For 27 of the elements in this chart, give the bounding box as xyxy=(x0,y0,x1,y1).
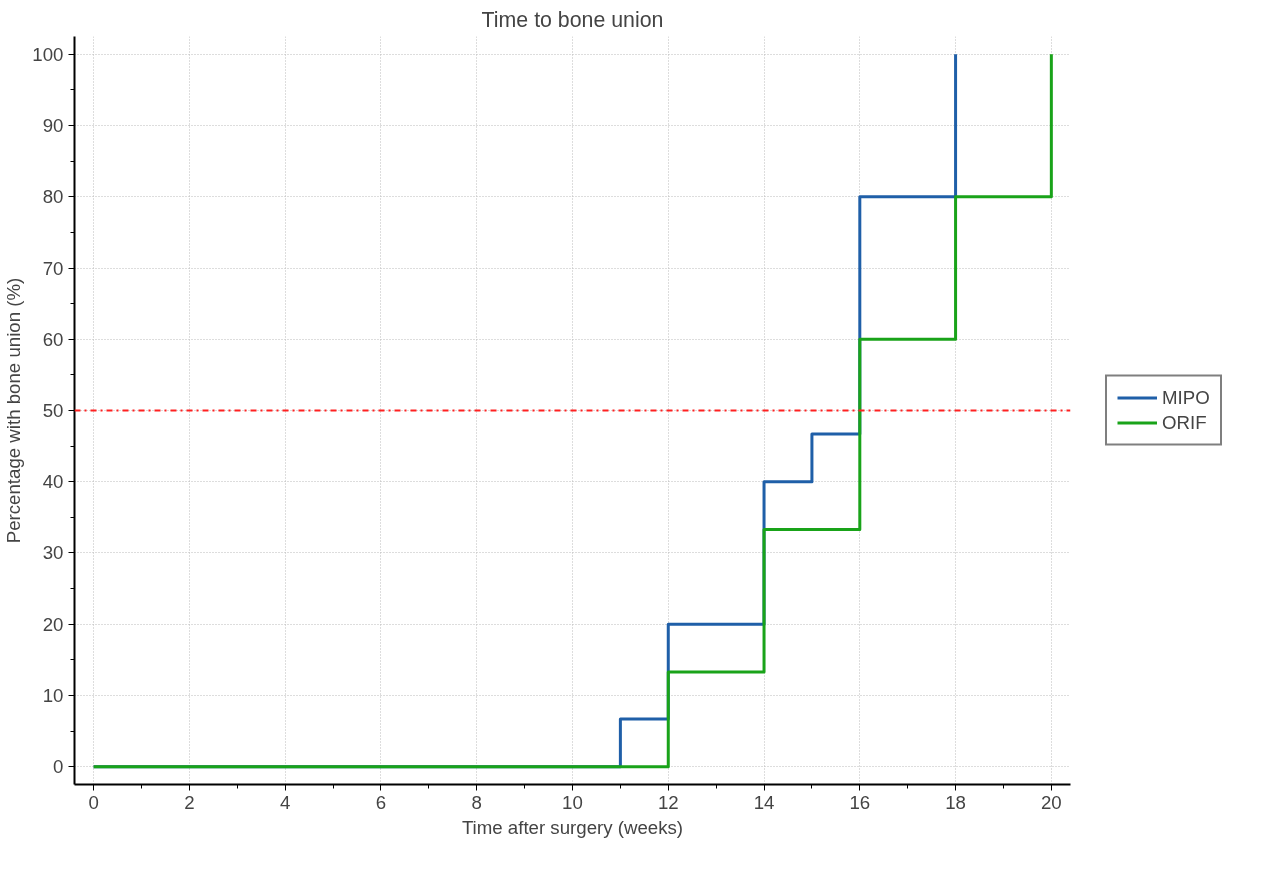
y-tick-label: 20 xyxy=(42,613,64,635)
x-axis-title: Time after surgery (weeks) xyxy=(461,816,684,838)
x-tick-label: 14 xyxy=(753,791,775,813)
x-tick-label: 20 xyxy=(1040,791,1062,813)
legend-label: ORIF xyxy=(1162,411,1207,434)
y-tick-label: 90 xyxy=(42,115,64,137)
y-tick-label: 30 xyxy=(42,542,64,564)
y-tick-label: 100 xyxy=(32,43,64,65)
x-tick-label: 16 xyxy=(849,791,871,813)
y-tick-label: 0 xyxy=(53,756,64,778)
y-tick-label: 80 xyxy=(42,186,64,208)
x-tick-label: 8 xyxy=(471,791,482,813)
x-tick-label: 10 xyxy=(562,791,583,813)
y-tick-label: 40 xyxy=(42,471,64,493)
x-tick-label: 18 xyxy=(945,791,966,813)
x-tick-label: 6 xyxy=(375,791,387,813)
chart-title: Time to bone union xyxy=(481,7,664,32)
x-tick-label: 4 xyxy=(280,791,291,813)
x-tick-label: 2 xyxy=(184,791,195,813)
y-tick-label: 10 xyxy=(42,684,64,706)
y-tick-label: 70 xyxy=(42,257,64,279)
y-tick-label: 60 xyxy=(42,328,64,350)
y-tick-label: 50 xyxy=(42,400,64,421)
x-tick-label: 12 xyxy=(657,791,679,813)
y-axis-title: Percentage with bone union (%) xyxy=(3,277,25,544)
x-tick-label: 0 xyxy=(88,791,99,813)
legend-label: MIPO xyxy=(1162,386,1210,409)
